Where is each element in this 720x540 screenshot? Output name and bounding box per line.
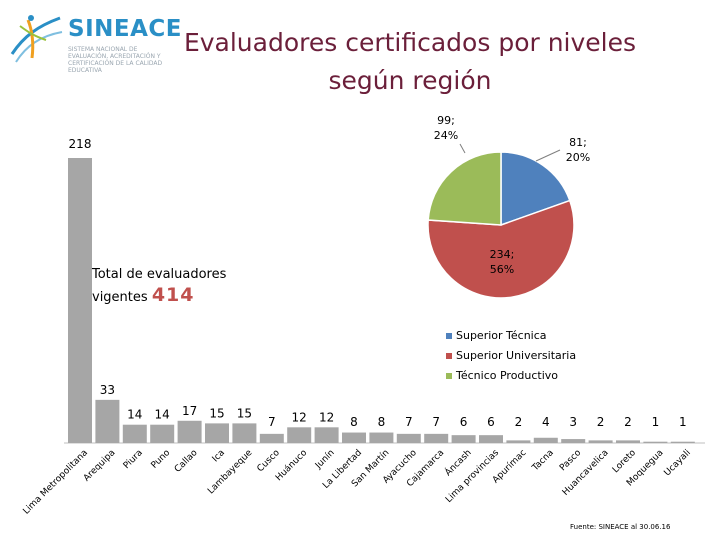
bar <box>122 424 147 443</box>
bar <box>561 439 586 443</box>
total-evaluators: Total de evaluadores vigentes 414 <box>92 264 226 308</box>
legend-swatch-universitaria <box>446 353 452 359</box>
total-label-line-1: Total de evaluadores <box>92 267 227 282</box>
bar <box>396 433 421 443</box>
brand-subtitle: SISTEMA NACIONAL DE EVALUACIÓN, ACREDITA… <box>68 46 163 74</box>
bar-value-label: 3 <box>569 415 577 429</box>
legend-swatch-productivo <box>446 373 452 379</box>
legend-swatch-tecnica <box>446 333 452 339</box>
bar-category-label: Callao <box>173 448 200 475</box>
bar-value-label: 7 <box>432 415 440 429</box>
bar-category-label: Pasco <box>558 448 584 474</box>
bar-value-label: 8 <box>378 415 386 429</box>
bar-value-label: 12 <box>319 410 334 424</box>
bar <box>616 440 640 443</box>
pie-slice-percent: 24% <box>434 129 458 142</box>
bar <box>287 427 312 443</box>
bar-value-label: 33 <box>100 383 115 397</box>
bar-value-label: 6 <box>487 415 495 429</box>
page-title: Evaluadores certificados por niveles seg… <box>160 24 660 100</box>
legend-item-universitaria: Superior Universitaria <box>446 349 576 362</box>
bar-value-label: 12 <box>292 410 307 424</box>
pie-slice <box>427 199 575 299</box>
bar-value-label: 2 <box>515 415 523 429</box>
sineace-logo: SINEACE SISTEMA NACIONAL DE EVALUACIÓN, … <box>4 6 181 74</box>
bar <box>314 427 339 443</box>
bar-category-label: Lima Metropolitana <box>21 448 90 517</box>
bar-value-label: 2 <box>624 415 632 429</box>
bar-category-label: Tacna <box>530 448 556 474</box>
pie-leader-line <box>459 143 466 154</box>
bar <box>506 440 531 443</box>
bar <box>643 441 668 443</box>
pie-slice-percent: 20% <box>566 151 590 164</box>
bar-value-label: 15 <box>209 406 224 420</box>
legend-item-productivo: Técnico Productivo <box>446 369 558 382</box>
bar <box>588 440 613 443</box>
bar <box>205 423 229 443</box>
bar-value-label: 2 <box>597 415 605 429</box>
logo-mark-icon <box>10 15 63 63</box>
brand-name: SINEACE <box>68 16 182 42</box>
title-line-1: Evaluadores certificados por niveles <box>183 28 637 57</box>
bar-category-label: Ucayali <box>663 448 693 478</box>
pie-slice <box>500 151 571 227</box>
total-value: 414 <box>151 284 195 306</box>
bar <box>533 437 558 443</box>
bar-value-label: 1 <box>652 415 660 429</box>
bar-value-label: 1 <box>679 415 687 429</box>
bar-value-label: 7 <box>405 415 413 429</box>
pie-slice <box>427 151 502 226</box>
bar-value-label: 4 <box>542 415 550 429</box>
pie-slice-label: 81; <box>569 136 587 149</box>
bar-category-label: Cusco <box>256 448 283 475</box>
legend-label-universitaria: Superior Universitaria <box>456 349 577 362</box>
bar-value-label: 14 <box>127 408 142 422</box>
bar-value-label: 8 <box>350 415 358 429</box>
bar-value-label: 17 <box>182 404 197 418</box>
bar-value-label: 7 <box>268 415 276 429</box>
pie-slice-label: 99; <box>437 114 455 127</box>
bar <box>342 432 366 443</box>
bar-category-label: Ica <box>211 448 227 464</box>
source-footer: Fuente: SINEACE al 30.06.16 <box>570 523 671 531</box>
bar <box>95 399 120 443</box>
bar <box>424 433 449 443</box>
pie-slice-percent: 56% <box>490 263 514 276</box>
pie-leader-line <box>535 149 561 162</box>
bar <box>177 420 202 443</box>
bar <box>670 441 695 443</box>
bar <box>259 433 284 443</box>
bar <box>150 424 175 443</box>
bar-value-label: 14 <box>155 408 170 422</box>
bar-value-label: 6 <box>460 415 468 429</box>
bar <box>232 423 257 443</box>
bar-category-label: Puno <box>150 448 173 471</box>
bar <box>451 435 476 443</box>
bar-value-label: 15 <box>237 406 252 420</box>
total-label-line-2: vigentes <box>92 290 148 305</box>
bar-category-label: Piura <box>122 448 145 471</box>
pie-slice-label: 234; <box>490 248 515 261</box>
legend-item-tecnica: Superior Técnica <box>446 329 547 342</box>
bar <box>369 432 394 443</box>
bar <box>68 158 92 443</box>
bar <box>479 435 503 443</box>
legend-label-productivo: Técnico Productivo <box>456 369 559 382</box>
bar-category-label: Junín <box>313 448 337 472</box>
title-line-2: según región <box>328 66 492 95</box>
legend-label-tecnica: Superior Técnica <box>456 329 547 342</box>
bar-value-label: 218 <box>69 137 92 151</box>
